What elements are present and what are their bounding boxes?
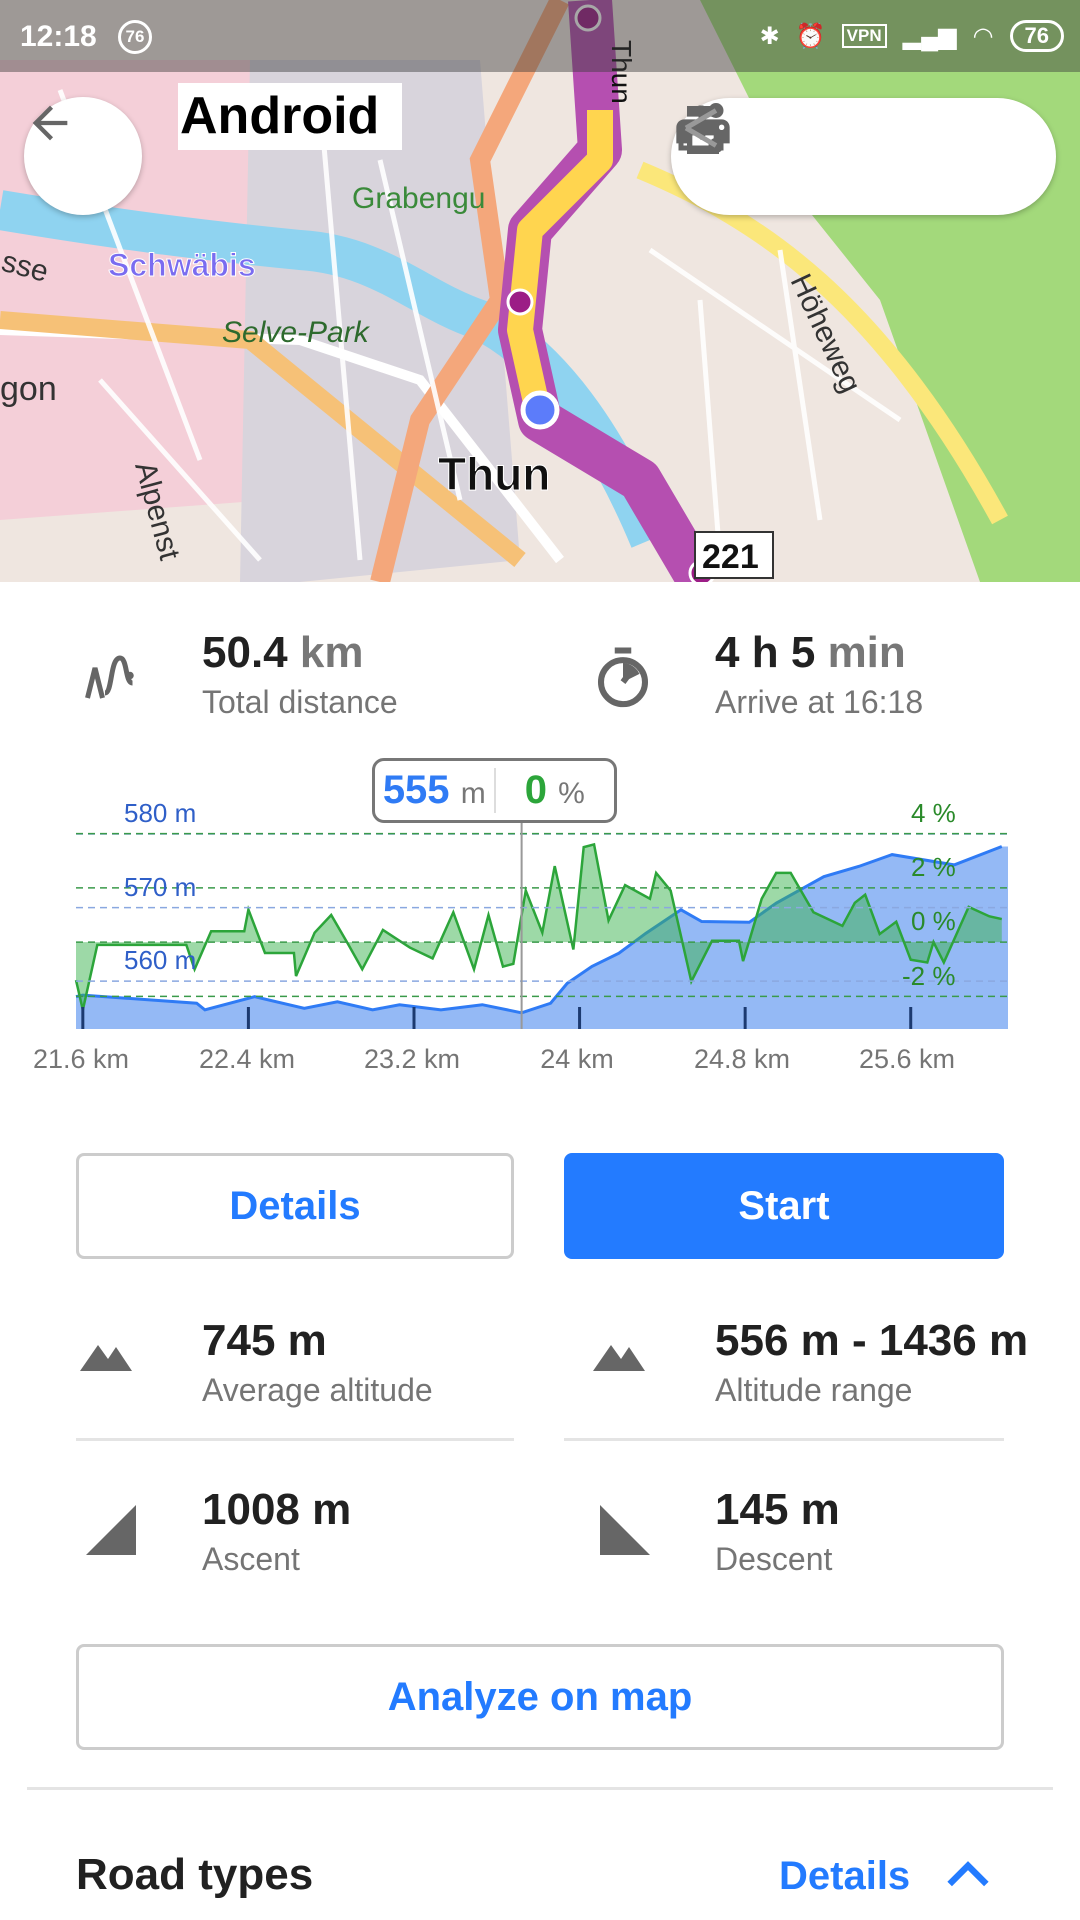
arrow-back-icon bbox=[32, 105, 68, 141]
x-tick-label: 21.6 km bbox=[32, 1044, 130, 1074]
elevation-area bbox=[76, 846, 1008, 1029]
y-tick-label: 570 m bbox=[124, 872, 197, 902]
mountains-icon bbox=[80, 1345, 132, 1371]
alarm-icon: ⏰ bbox=[795, 22, 826, 50]
stat-value: 1008 m bbox=[202, 1485, 352, 1534]
y2-tick-label: -2 % bbox=[902, 961, 956, 991]
x-tick-label: 25.6 km bbox=[858, 1044, 956, 1074]
cursor-elevation-unit: m bbox=[460, 777, 486, 810]
map-label-selve-park: Selve-Park bbox=[222, 316, 371, 349]
distance-label: Total distance bbox=[202, 684, 398, 720]
map-label-gon: gon bbox=[0, 370, 57, 408]
time-hours: 4 bbox=[715, 628, 740, 677]
start-button[interactable]: Start bbox=[564, 1153, 1004, 1259]
route-map[interactable]: Schwäbis Grabengu Selve-Park Thun gon ss… bbox=[0, 0, 1080, 582]
chart-cursor-tooltip: 555 m 0 % bbox=[372, 758, 617, 823]
status-bar: 12:18 76 ✱ ⏰ VPN ▂▄▆ ◠ 76 bbox=[0, 0, 1080, 72]
x-tick-label: 24.8 km bbox=[693, 1044, 791, 1074]
map-label-schwabis: Schwäbis bbox=[108, 247, 256, 283]
divider bbox=[564, 1438, 1004, 1441]
distance-unit: km bbox=[299, 628, 364, 677]
stopwatch-icon bbox=[597, 647, 649, 708]
bluetooth-icon: ✱ bbox=[759, 22, 780, 50]
x-tick-label: 23.2 km bbox=[363, 1044, 461, 1074]
road-types-details-link[interactable]: Details bbox=[779, 1854, 911, 1898]
stat-label: Descent bbox=[715, 1541, 833, 1577]
ascent-icon bbox=[86, 1505, 136, 1555]
arrive-label: Arrive at 16:18 bbox=[715, 684, 924, 720]
x-tick-label: 24 km bbox=[540, 1044, 614, 1074]
stat-label: Average altitude bbox=[202, 1372, 433, 1408]
gradient-line bbox=[74, 842, 1003, 1011]
stat-value: 145 m bbox=[715, 1485, 840, 1534]
road-types-title: Road types bbox=[76, 1850, 314, 1899]
map-canvas: Schwäbis Grabengu Selve-Park Thun gon ss… bbox=[0, 0, 1080, 582]
y2-tick-label: 0 % bbox=[911, 906, 956, 936]
divider bbox=[76, 1438, 514, 1441]
battery-icon: 76 bbox=[1009, 20, 1064, 52]
stat-label: Ascent bbox=[202, 1541, 300, 1577]
share-icon[interactable] bbox=[671, 98, 731, 158]
cursor-elevation: 555 bbox=[382, 768, 450, 812]
mountains-icon bbox=[593, 1345, 645, 1371]
map-label-grabengut: Grabengu bbox=[352, 182, 485, 215]
stat-value: 745 m bbox=[202, 1316, 327, 1365]
descent-icon bbox=[600, 1505, 650, 1555]
analyze-on-map-button[interactable]: Analyze on map bbox=[76, 1644, 1004, 1750]
details-button[interactable]: Details bbox=[76, 1153, 514, 1259]
elevation-line bbox=[75, 845, 1003, 1015]
average-altitude: 745 m Average altitude bbox=[202, 1316, 433, 1409]
route-distance-icon bbox=[85, 655, 134, 699]
watermark-label: Android bbox=[178, 83, 402, 150]
time-hours-unit: h bbox=[751, 628, 779, 677]
travel-time: 4 h 5 min Arrive at 16:18 bbox=[715, 628, 923, 721]
y-tick-label: 560 m bbox=[124, 945, 197, 975]
total-distance: 50.4 km Total distance bbox=[202, 628, 398, 721]
signal-icon: ▂▄▆ bbox=[902, 22, 957, 50]
back-button[interactable] bbox=[24, 97, 142, 215]
time-minutes: 5 bbox=[790, 628, 816, 677]
stat-value: 556 m - 1436 m bbox=[715, 1316, 1029, 1365]
map-actions bbox=[671, 98, 1056, 215]
cursor-gradient: 0 bbox=[524, 768, 547, 812]
notification-badge: 76 bbox=[118, 20, 152, 54]
y2-tick-label: 4 % bbox=[911, 798, 956, 828]
ascent: 1008 m Ascent bbox=[202, 1485, 351, 1578]
descent: 145 m Descent bbox=[715, 1485, 840, 1578]
route-number-sign: 221 bbox=[702, 538, 759, 576]
chevron-up-icon[interactable] bbox=[946, 1858, 990, 1888]
stat-label: Altitude range bbox=[715, 1372, 913, 1408]
time-minutes-unit: min bbox=[827, 628, 906, 677]
y-tick-label: 580 m bbox=[124, 798, 197, 828]
x-tick-label: 22.4 km bbox=[198, 1044, 296, 1074]
download-icon[interactable] bbox=[671, 98, 731, 158]
elevation-chart[interactable] bbox=[0, 800, 1080, 1040]
cursor-gradient-unit: % bbox=[558, 777, 585, 810]
y2-tick-label: 2 % bbox=[911, 852, 956, 882]
distance-value: 50.4 bbox=[202, 628, 288, 677]
vpn-icon: VPN bbox=[841, 24, 887, 48]
section-divider bbox=[27, 1787, 1053, 1790]
map-label-thun: Thun bbox=[438, 448, 550, 500]
altitude-range: 556 m - 1436 m Altitude range bbox=[715, 1316, 1028, 1409]
status-time: 12:18 bbox=[20, 20, 97, 53]
map-label-thun-road: Thun bbox=[606, 40, 637, 104]
wifi-icon: ◠ bbox=[972, 22, 994, 50]
